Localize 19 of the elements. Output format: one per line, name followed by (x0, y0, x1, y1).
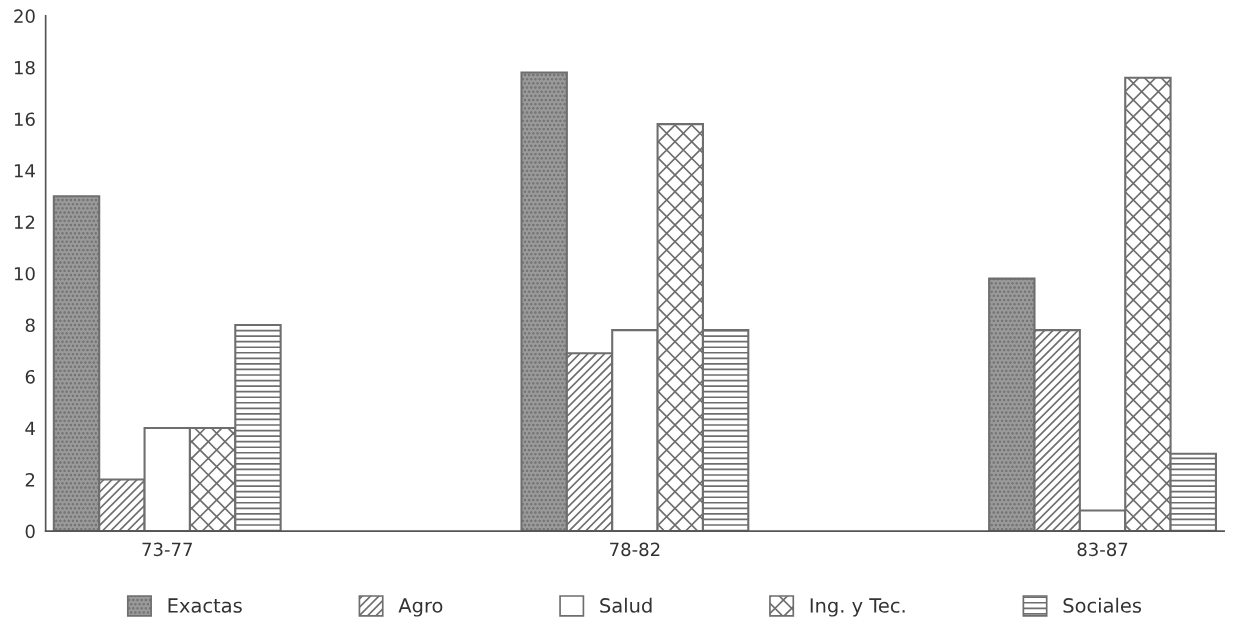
y-tick-label: 10 (14, 266, 35, 281)
y-tick-label: 18 (14, 60, 35, 75)
x-tick-label: 83-87 (1077, 542, 1128, 557)
y-tick-label: 14 (14, 164, 35, 178)
legend-label: Sociales (1063, 597, 1142, 613)
y-tick-label: 4 (25, 421, 35, 435)
y-tick-label: 2 (25, 473, 35, 487)
y-tick-label: 8 (25, 318, 35, 333)
legend-label: Ing. y Tec. (810, 598, 905, 617)
y-tick-label: 16 (14, 112, 35, 127)
y-tick-label: 0 (25, 524, 35, 539)
y-tick-label: 20 (14, 9, 35, 24)
y-tick-label: 12 (14, 215, 35, 229)
x-tick-label: 78-82 (610, 542, 660, 557)
legend-label: Exactas (168, 598, 242, 613)
x-tick-label: 73-77 (142, 542, 192, 557)
legend-label: Salud (600, 597, 652, 613)
legend-label: Agro (398, 598, 443, 617)
y-tick-label: 6 (25, 369, 35, 384)
